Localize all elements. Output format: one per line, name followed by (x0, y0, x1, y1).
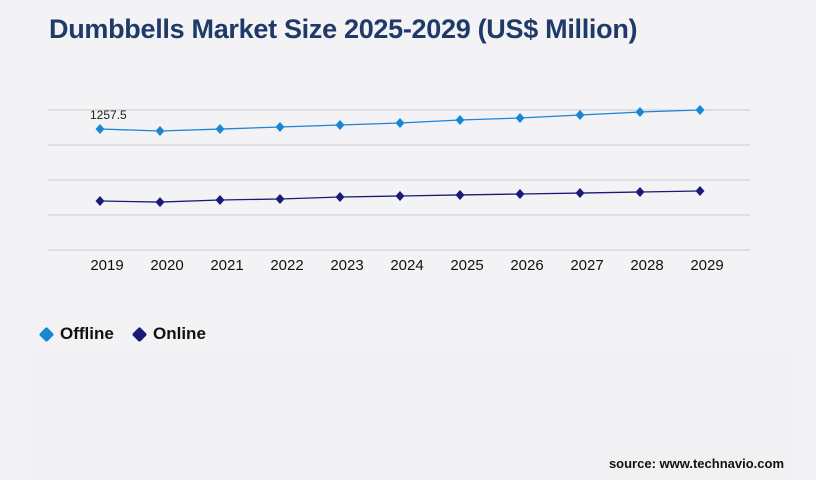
diamond-icon (131, 326, 148, 342)
legend-item-offline: Offline (38, 324, 114, 344)
data-point (275, 194, 285, 205)
x-tick-label: 2026 (510, 257, 543, 274)
data-point (575, 188, 585, 199)
data-point (395, 191, 405, 202)
data-point (335, 120, 345, 131)
data-point (95, 196, 105, 207)
x-tick-label: 2027 (570, 257, 603, 274)
data-point (215, 194, 225, 205)
data-point (575, 110, 585, 121)
data-point (635, 107, 645, 118)
data-point (635, 186, 645, 197)
x-tick-label: 2023 (330, 257, 363, 274)
x-tick-label: 2024 (390, 257, 423, 274)
data-point (155, 125, 165, 136)
legend-label: Offline (60, 324, 114, 343)
chart-title: Dumbbells Market Size 2025-2029 (US$ Mil… (49, 14, 638, 44)
legend-item-online: Online (131, 324, 206, 344)
data-label: 1257.5 (90, 108, 127, 122)
data-point (275, 122, 285, 133)
x-tick-label: 2022 (270, 257, 303, 274)
data-point (215, 124, 225, 135)
data-point (455, 189, 465, 200)
data-point (95, 124, 105, 135)
data-point (155, 197, 165, 208)
x-tick-label: 2025 (450, 257, 483, 274)
x-tick-label: 2020 (150, 257, 183, 274)
x-tick-label: 2021 (210, 257, 243, 274)
data-point (515, 189, 525, 199)
data-point (695, 105, 705, 115)
legend-label: Online (153, 324, 206, 343)
data-point (335, 191, 345, 202)
data-point (695, 186, 705, 197)
footer-panel (32, 352, 792, 480)
source-text: source: www.technavio.com (608, 456, 784, 471)
x-tick-label: 2019 (90, 257, 123, 274)
line-chart: 2019 2020 2021 2022 2023 2024 2025 2026 2027 2028… (48, 105, 750, 274)
data-point (455, 115, 465, 126)
data-point (395, 117, 405, 128)
x-tick-label: 2028 (630, 257, 663, 274)
diamond-icon (38, 326, 55, 342)
x-tick-label: 2029 (690, 257, 723, 274)
data-point (515, 112, 525, 123)
